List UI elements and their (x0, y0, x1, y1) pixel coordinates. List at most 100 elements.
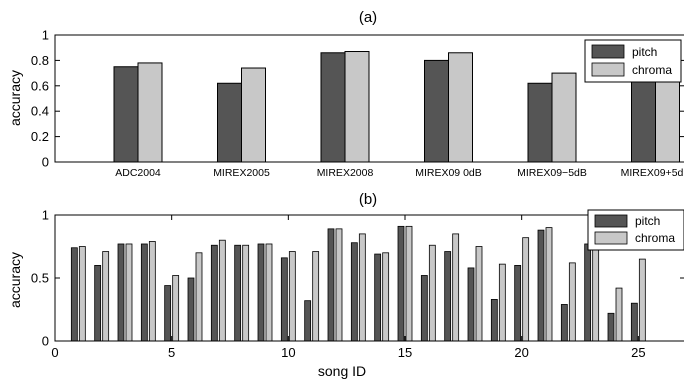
panel-b-bar-chroma-2 (102, 251, 110, 342)
panel-a-bar-pitch-3 (320, 52, 346, 163)
panel-a-y-ticks: 0 0.2 0.4 0.6 0.8 1 (31, 28, 684, 170)
panel-b-bar-pitch-22 (560, 304, 568, 342)
panel-b-legend-label-chroma: chroma (635, 231, 675, 245)
panel-b-bar-pitch-18 (467, 267, 475, 342)
panel-a-title: (a) (359, 9, 377, 26)
panel-b-bar-pitch-9 (257, 243, 265, 342)
panel-b-bars (70, 225, 646, 342)
panel-a-legend-label-chroma: chroma (632, 63, 672, 77)
panel-a-y-tick-label: 0.8 (31, 53, 49, 68)
panel-b-x-tick-label: 0 (51, 345, 58, 360)
panel-b-y-tick-label: 1 (42, 208, 49, 223)
panel-b-legend-swatch-pitch (594, 214, 628, 228)
panel-b-bar-pitch-14 (374, 253, 382, 342)
panel-b-bar-pitch-4 (140, 243, 148, 342)
panel-b-bar-pitch-17 (444, 251, 452, 342)
panel-b-x-tick-label: 25 (631, 345, 645, 360)
panel-b-bar-chroma-13 (358, 233, 366, 342)
panel-b-x-ticks: 0 5 10 15 20 25 (51, 215, 646, 360)
panel-b-legend-label-pitch: pitch (635, 214, 660, 228)
panel-b-bar-chroma-14 (382, 252, 390, 342)
panel-b-x-tick-label: 5 (168, 345, 175, 360)
panel-b-bar-chroma-6 (195, 252, 203, 342)
panel-b-legend: pitch chroma (587, 209, 684, 251)
panel-b-bar-chroma-16 (428, 244, 436, 342)
panel-a-category-label: ADC2004 (115, 167, 161, 179)
panel-b-bar-pitch-7 (210, 244, 218, 342)
panel-b-bar-pitch-2 (94, 264, 102, 342)
panel-b-bar-chroma-4 (148, 241, 156, 342)
panel-a-y-tick-label: 0 (42, 155, 49, 170)
panel-a-legend-swatch-chroma (591, 62, 625, 77)
panel-b-bar-chroma-8 (242, 244, 250, 342)
panel-b-bar-chroma-17 (452, 233, 460, 342)
panel-b-axes-box (54, 214, 684, 342)
panel-b-bar-chroma-25 (638, 258, 646, 342)
panel-b-bar-chroma-10 (288, 251, 296, 342)
panel-b-bar-chroma-5 (172, 275, 180, 342)
panel-b-bar-chroma-12 (335, 228, 343, 342)
panel-b-bar-chroma-19 (498, 263, 506, 342)
panel-a-legend-swatch-pitch (591, 44, 625, 59)
panel-b-bar-pitch-5 (164, 285, 172, 342)
panel-a-y-tick-label: 0.2 (31, 129, 49, 144)
panel-b-bar-pitch-25 (630, 302, 638, 342)
panel-a-legend: pitch chroma (584, 39, 682, 83)
panel-a-y-tick-label: 0.6 (31, 78, 49, 93)
panel-b-bar-chroma-3 (125, 243, 133, 342)
panel-b-title: (b) (359, 191, 377, 208)
panel-a-bars (113, 45, 680, 163)
panel-a-bar-pitch-5 (527, 82, 553, 163)
panel-b-x-tick-label: 10 (281, 345, 295, 360)
panel-b-bar-pitch-24 (607, 312, 615, 342)
panel-b-bar-pitch-10 (280, 257, 288, 342)
panel-a: (a) accuracy 0 0.2 0.4 0.6 0.8 1 ADC2004 MIREX… (7, 9, 684, 179)
panel-b-bar-chroma-11 (312, 251, 320, 342)
panel-b-bar-pitch-21 (537, 229, 545, 342)
panel-b-bar-pitch-6 (187, 277, 195, 342)
panel-b-bar-chroma-18 (475, 246, 483, 342)
panel-b-y-tick-label: 0.5 (31, 271, 49, 286)
panel-a-bar-chroma-5 (551, 72, 577, 163)
panel-b-bar-pitch-3 (117, 243, 125, 342)
panel-a-y-tick-label: 0.4 (31, 104, 49, 119)
panel-b-bar-chroma-20 (522, 237, 530, 342)
panel-a-y-axis-label: accuracy (7, 70, 23, 126)
panel-a-bar-chroma-3 (344, 51, 370, 163)
panel-b-bar-pitch-23 (584, 243, 592, 342)
panel-b-bar-pitch-15 (397, 225, 405, 342)
panel-b-bar-pitch-12 (327, 228, 335, 342)
panel-a-category-label: MIREX2005 (213, 167, 270, 179)
panel-a-bar-chroma-1 (137, 62, 163, 163)
panel-b-bar-pitch-13 (350, 242, 358, 342)
panel-b-bar-chroma-22 (568, 262, 576, 342)
panel-a-category-labels: ADC2004 MIREX2005 MIREX2008 MIREX09 0dB MIRE… (115, 167, 684, 179)
panel-b-x-axis-label: song ID (318, 363, 366, 379)
panel-b-bar-chroma-21 (545, 227, 553, 342)
panel-b-bar-chroma-24 (615, 287, 623, 342)
panel-a-bar-pitch-2 (217, 82, 242, 163)
panel-b-bar-pitch-16 (420, 275, 428, 342)
panel-a-category-label: MIREX2008 (317, 167, 374, 179)
panel-a-legend-label-pitch: pitch (632, 45, 657, 59)
panel-a-axes-box (54, 34, 684, 163)
panel-b-bar-pitch-1 (70, 247, 78, 342)
panel-b-y-tick-label: 0 (42, 334, 49, 349)
panel-a-bar-pitch-1 (113, 66, 139, 163)
panel-b-x-tick-label: 20 (514, 345, 528, 360)
panel-a-bar-chroma-2 (241, 67, 266, 163)
panel-b-bar-chroma-23 (592, 241, 600, 342)
panel-a-category-label: MIREX09−5dB (517, 167, 587, 179)
panel-b: (b) accuracy 00.51 0 5 10 15 20 25 song ID pi… (7, 191, 684, 379)
panel-a-bar-pitch-4 (424, 59, 449, 163)
panel-b-x-tick-label: 15 (398, 345, 412, 360)
panel-b-y-ticks: 00.51 (31, 208, 684, 349)
panel-b-bar-chroma-7 (218, 239, 226, 342)
panel-b-bar-pitch-8 (234, 244, 242, 342)
panel-a-bar-chroma-4 (448, 52, 473, 163)
panel-b-legend-swatch-chroma (594, 231, 628, 245)
panel-b-bar-pitch-19 (490, 299, 498, 342)
panel-b-y-axis-label: accuracy (7, 252, 23, 308)
panel-b-bar-pitch-11 (304, 300, 312, 342)
